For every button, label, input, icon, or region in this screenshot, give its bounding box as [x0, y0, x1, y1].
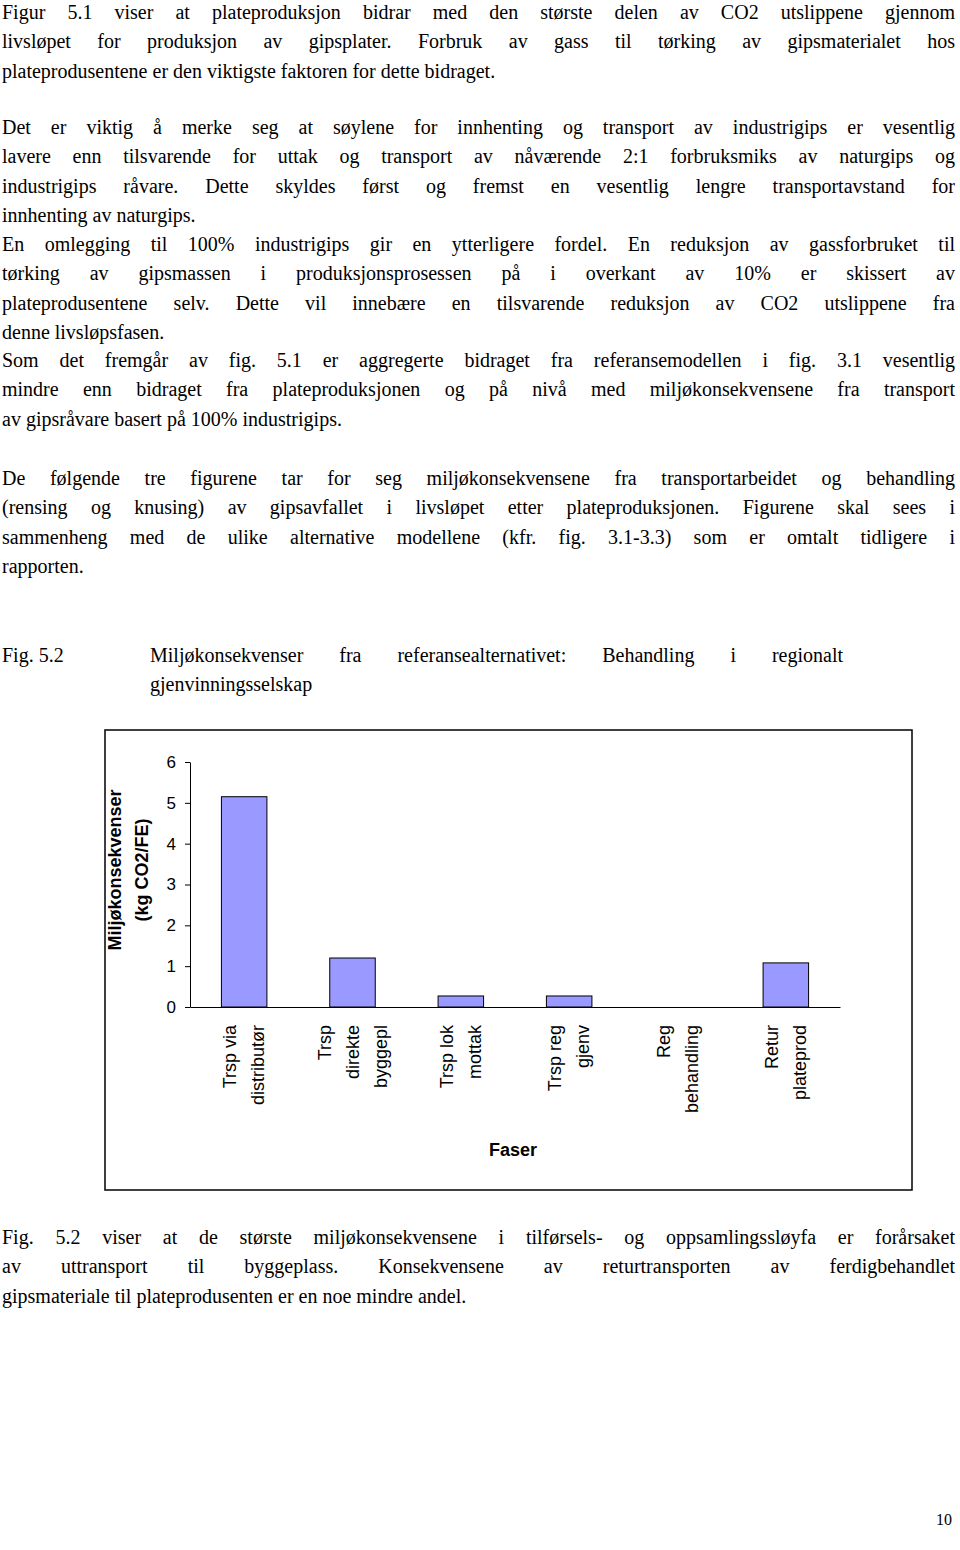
text-line: mindre enn bidraget fra plateproduksjone…	[2, 377, 955, 401]
text-line: En omlegging til 100% industrigips gir e…	[2, 232, 955, 256]
text-line: gjenvinningsselskap	[150, 672, 312, 696]
bar	[655, 1007, 701, 1008]
bar	[330, 958, 376, 1007]
text-line: plateprodusentene er den viktigste fakto…	[2, 59, 495, 83]
text-line: Fig. 5.2 viser at de største miljøkonsek…	[2, 1225, 955, 1249]
y-tick-label: 1	[167, 957, 176, 976]
y-tick: 1	[167, 957, 190, 976]
bar	[438, 996, 484, 1007]
text-line: De følgende tre figurene tar for seg mil…	[2, 466, 955, 490]
y-tick-mark	[185, 966, 190, 967]
text-line: tørking av gipsmassen i produksjonsprose…	[2, 261, 955, 285]
text-line: (rensing og knusing) av gipsavfallet i l…	[2, 495, 955, 519]
text-line: innhenting av naturgips.	[2, 203, 196, 227]
text-line: Figur 5.1 viser at plateproduksjon bidra…	[2, 0, 955, 24]
y-tick: 2	[167, 916, 190, 935]
bars	[221, 797, 808, 1007]
y-tick-label: 4	[167, 835, 176, 854]
y-tick-label: 0	[167, 998, 176, 1017]
y-tick-label: 3	[167, 875, 176, 894]
x-tick-label: Trspdirektebyggepl	[315, 1025, 391, 1088]
chart-frame	[105, 730, 912, 1190]
caption-number: Fig. 5.2	[2, 643, 64, 667]
text-line: Miljøkonsekvenser fra referansealternati…	[150, 643, 843, 667]
y-tick: 4	[167, 835, 190, 854]
text-line: av gipsråvare basert på 100% industrigip…	[2, 407, 342, 431]
y-tick-label: 2	[167, 916, 176, 935]
y-tick-label: 5	[167, 794, 176, 813]
text-line: gipsmateriale til plateprodusenten er en…	[2, 1284, 466, 1308]
bar	[763, 963, 809, 1007]
y-tick: 0	[167, 998, 190, 1017]
x-tick-label: Regbehandling	[654, 1025, 702, 1113]
y-tick: 6	[167, 753, 190, 772]
x-tick-label: Trsp viadistributør	[220, 1024, 268, 1105]
y-tick: 3	[167, 875, 190, 894]
x-tick-label: Trsp reggjenv	[545, 1025, 593, 1091]
bar	[546, 996, 592, 1007]
y-axis-line	[190, 763, 191, 1008]
y-tick: 5	[167, 794, 190, 813]
text-line: industrigips råvare. Dette skyldes først…	[2, 174, 955, 198]
y-tick-mark	[185, 925, 190, 926]
y-tick-mark	[185, 1007, 190, 1008]
x-tick-label: Trsp lokmottak	[437, 1024, 485, 1088]
chart: 0 1 2 3 4 5 6 Trsp viadistributør Trspdirektebyg…	[0, 0, 960, 1550]
x-axis	[191, 1007, 841, 1009]
y-tick-mark	[185, 762, 190, 763]
y-tick-label: 6	[167, 753, 176, 772]
text-line: lavere enn tilsvarende for uttak og tran…	[2, 144, 955, 168]
text-line: rapporten.	[2, 554, 84, 578]
bar	[221, 797, 267, 1007]
y-axis-title: Miljøkonsekvenser(kg CO2/FE)	[105, 789, 152, 950]
text-line: Det er viktig å merke seg at søylene for…	[2, 115, 955, 139]
y-axis: 0 1 2 3 4 5 6	[167, 753, 191, 1017]
x-tick-labels: Trsp viadistributør Trspdirektebyggepl Trs…	[220, 1024, 810, 1113]
text-line: av uttransport til byggeplass. Konsekven…	[2, 1254, 955, 1278]
text-line: denne livsløpsfasen.	[2, 320, 164, 344]
page-number: 10	[936, 1508, 952, 1532]
x-axis-line	[191, 1007, 841, 1008]
text-line: plateprodusentene selv. Dette vil innebæ…	[2, 291, 955, 315]
x-tick-label: Returplateprod	[762, 1025, 810, 1100]
y-tick-mark	[185, 885, 190, 886]
x-axis-title: Faser	[489, 1140, 537, 1160]
text-line: Som det fremgår av fig. 5.1 er aggregert…	[2, 348, 955, 372]
text-line: livsløpet for produksjon av gipsplater. …	[2, 29, 955, 53]
y-tick-mark	[185, 803, 190, 804]
y-tick-mark	[185, 844, 190, 845]
text-line: sammenheng med de ulike alternative mode…	[2, 525, 955, 549]
